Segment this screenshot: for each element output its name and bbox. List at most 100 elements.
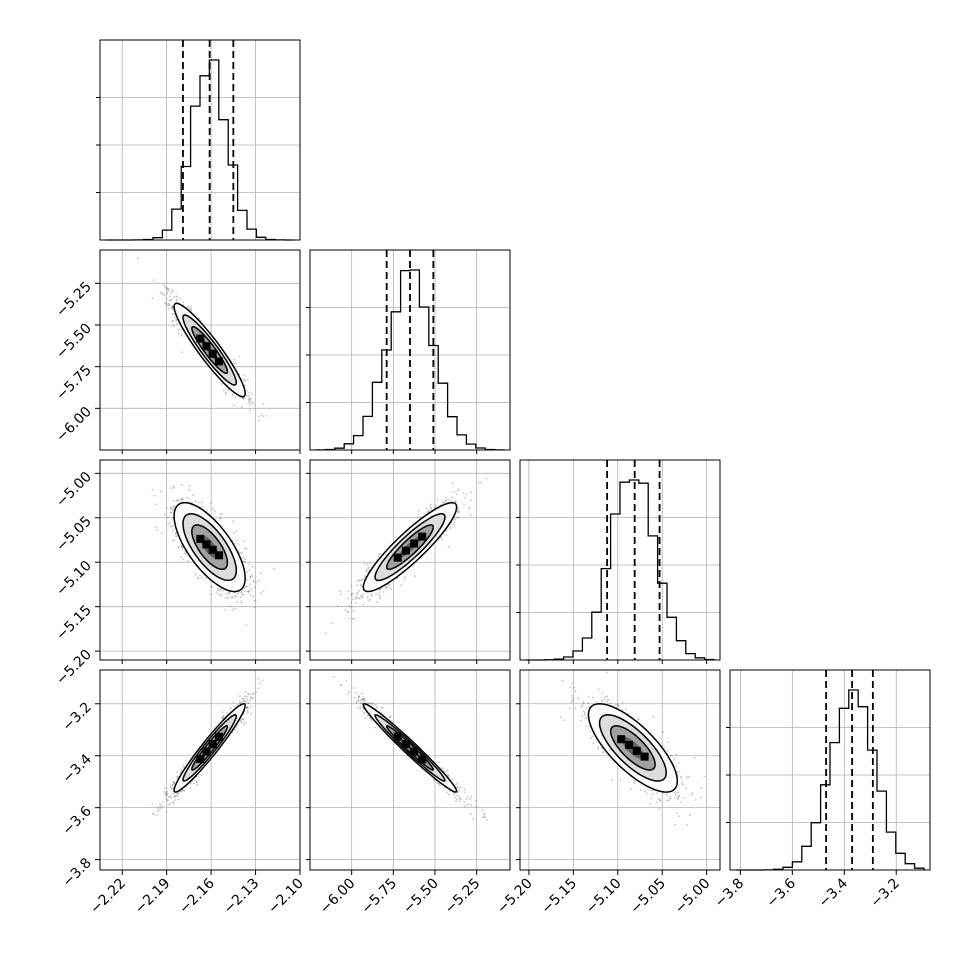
density-peak xyxy=(208,545,217,554)
sample-point xyxy=(219,588,222,591)
sample-point xyxy=(161,292,164,295)
sample-point xyxy=(246,579,249,581)
sample-point xyxy=(175,794,178,797)
sample-point xyxy=(585,716,587,719)
sample-point xyxy=(210,502,213,504)
sample-point xyxy=(451,496,454,499)
sample-point xyxy=(679,801,682,803)
histogram-p2 xyxy=(306,249,511,451)
sample-point xyxy=(339,684,342,686)
sample-point xyxy=(456,510,459,513)
sample-point xyxy=(378,588,381,591)
sample-point xyxy=(247,563,250,566)
sample-point xyxy=(225,393,227,396)
sample-point xyxy=(674,823,676,826)
sample-point xyxy=(258,419,261,422)
histogram-step xyxy=(526,479,715,661)
sample-point xyxy=(159,803,162,805)
sample-point xyxy=(700,796,702,799)
contour-line xyxy=(191,725,229,771)
sample-point xyxy=(441,538,444,541)
sample-point xyxy=(669,795,671,798)
sample-point xyxy=(173,504,176,507)
sample-point xyxy=(172,486,175,489)
sample-point xyxy=(464,496,467,499)
sample-point xyxy=(172,290,175,293)
sample-point xyxy=(447,546,450,549)
sample-point xyxy=(560,716,562,719)
sample-point xyxy=(242,718,244,720)
sample-point xyxy=(249,699,252,702)
sample-point xyxy=(611,779,613,782)
sample-point xyxy=(182,764,185,767)
sample-point xyxy=(181,301,184,304)
sample-point xyxy=(574,707,577,710)
sample-point xyxy=(370,701,373,704)
sample-point xyxy=(675,753,678,756)
sample-point xyxy=(169,507,172,509)
sample-point xyxy=(243,587,246,589)
sample-point xyxy=(459,800,461,803)
sample-point xyxy=(210,586,212,588)
sample-point xyxy=(667,799,670,802)
histogram-p4 xyxy=(726,669,931,871)
sample-point xyxy=(377,555,380,558)
sample-point xyxy=(165,304,167,306)
sample-point xyxy=(348,691,351,694)
sample-point xyxy=(362,698,365,701)
x-tick-label: −2.10 xyxy=(265,876,307,918)
sample-point xyxy=(630,787,632,790)
sample-point xyxy=(245,390,248,392)
sample-point xyxy=(675,796,678,799)
sample-point xyxy=(234,608,237,610)
sample-point xyxy=(644,790,646,793)
sample-point xyxy=(345,679,348,682)
sample-point xyxy=(182,558,185,561)
sample-point xyxy=(228,592,231,595)
sample-point xyxy=(242,560,245,563)
sample-point xyxy=(238,355,240,358)
sample-point xyxy=(597,747,600,750)
sample-point xyxy=(243,378,246,381)
sample-point xyxy=(171,313,174,315)
sample-point xyxy=(651,793,654,796)
sample-point xyxy=(693,757,696,759)
sample-point xyxy=(242,698,245,700)
sample-point xyxy=(666,799,668,802)
sample-point xyxy=(181,546,184,549)
sample-point xyxy=(222,389,225,391)
sample-point xyxy=(447,775,450,778)
sample-point xyxy=(379,553,381,555)
sample-point xyxy=(180,556,183,559)
sample-point xyxy=(445,500,448,503)
sample-point xyxy=(180,544,183,547)
sample-point xyxy=(175,318,178,321)
sample-point xyxy=(366,714,369,717)
sample-point xyxy=(167,304,170,307)
sample-point xyxy=(171,783,174,786)
sample-point xyxy=(166,292,169,295)
sample-point xyxy=(236,601,238,603)
sample-point xyxy=(339,590,341,593)
sample-point xyxy=(468,508,471,510)
sample-point xyxy=(655,801,658,803)
sample-point xyxy=(179,298,182,300)
sample-point xyxy=(583,711,586,714)
sample-point xyxy=(456,516,459,519)
sample-point xyxy=(340,593,342,596)
sample-point xyxy=(470,491,472,494)
sample-point xyxy=(365,568,368,571)
sample-point xyxy=(219,513,222,516)
sample-point xyxy=(350,593,353,595)
sample-point xyxy=(247,401,250,404)
sample-point xyxy=(356,593,358,595)
sample-point xyxy=(456,782,459,785)
sample-point xyxy=(606,699,609,701)
sample-point xyxy=(651,789,654,792)
sample-point xyxy=(234,595,236,598)
sample-point xyxy=(218,593,220,596)
sample-point xyxy=(241,594,244,596)
sample-point xyxy=(483,813,486,816)
sample-point xyxy=(465,493,468,495)
